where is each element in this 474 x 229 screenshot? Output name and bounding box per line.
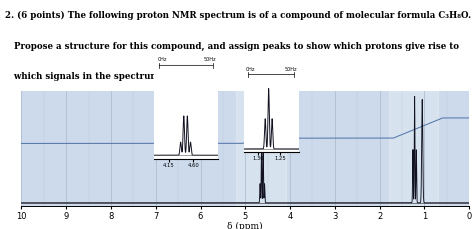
Bar xyxy=(237,92,286,206)
X-axis label: δ (ppm): δ (ppm) xyxy=(228,221,263,229)
Text: Propose a structure for this compound, and assign peaks to show which protons gi: Propose a structure for this compound, a… xyxy=(5,42,459,51)
Text: 50Hz: 50Hz xyxy=(204,57,217,62)
Text: 0Hz: 0Hz xyxy=(157,57,167,62)
Text: which signals in the spectrum.: which signals in the spectrum. xyxy=(5,72,162,81)
Text: 0Hz: 0Hz xyxy=(246,66,255,71)
Text: 2. (6 points) The following proton NMR spectrum is of a compound of molecular fo: 2. (6 points) The following proton NMR s… xyxy=(5,11,471,20)
Bar xyxy=(389,92,438,206)
Text: 50Hz: 50Hz xyxy=(285,66,298,71)
